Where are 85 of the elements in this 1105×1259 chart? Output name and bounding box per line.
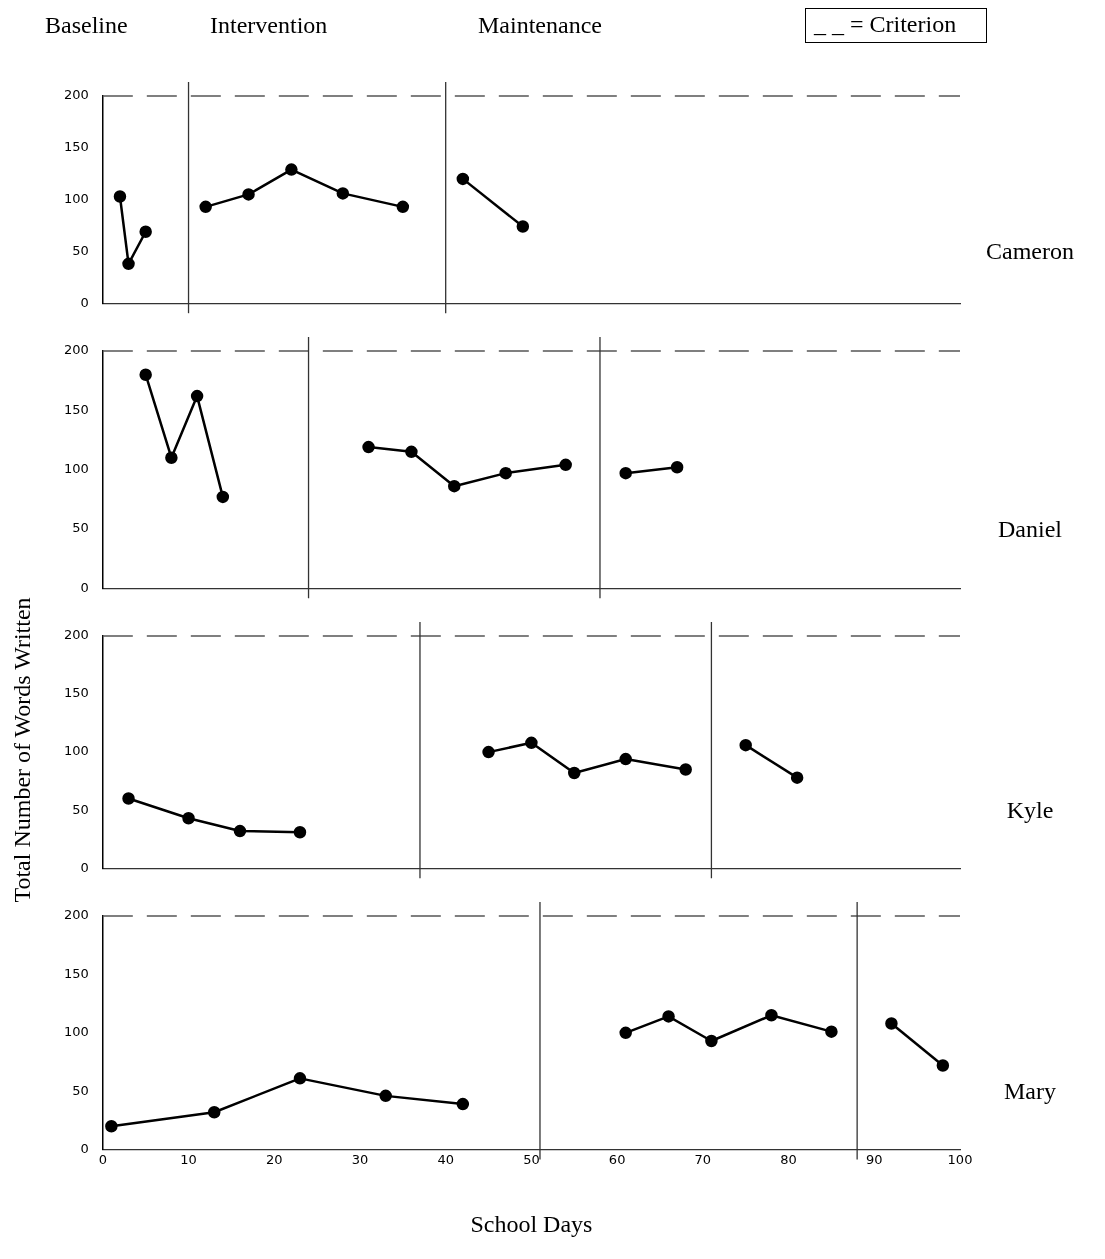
point: [885, 1017, 898, 1030]
point: [825, 1025, 838, 1038]
x-tick-label: 80: [780, 1151, 797, 1167]
point: [679, 763, 692, 776]
point: [619, 1026, 632, 1040]
x-tick-label: 90: [866, 1151, 883, 1167]
x-tick-label: 50: [523, 1151, 540, 1167]
y-tick-label: 100: [63, 460, 89, 476]
y-tick-label: 200: [63, 342, 89, 358]
y-axis-title: Total Number of Words Written: [8, 597, 36, 903]
y-tick-label: 150: [63, 965, 89, 981]
y-tick-label: 100: [63, 743, 89, 759]
y-tick-label: 0: [80, 1140, 89, 1156]
point: [559, 458, 572, 472]
point: [456, 1097, 470, 1111]
point: [122, 792, 135, 805]
text: Daniel: [998, 515, 1062, 543]
point: [448, 479, 461, 493]
y-tick-label: 50: [72, 801, 89, 817]
point: [499, 466, 512, 480]
point: [293, 825, 307, 839]
point: [208, 1105, 221, 1119]
point: [765, 1009, 778, 1022]
text: Mary: [1004, 1077, 1056, 1105]
y-tick-label: 0: [80, 294, 89, 310]
point: [456, 172, 470, 186]
x-tick-label: 100: [947, 1151, 973, 1167]
point: [396, 200, 410, 214]
point: [122, 257, 135, 271]
x-axis-title: School Days: [470, 1210, 593, 1237]
point: [285, 163, 298, 176]
point: [619, 466, 632, 480]
point: [362, 440, 375, 454]
y-tick-label: 0: [80, 859, 89, 875]
text: _ _ = Criterion: [805, 8, 988, 43]
point: [216, 490, 230, 504]
point: [105, 1119, 118, 1133]
point: [568, 766, 581, 780]
y-tick-label: 150: [63, 401, 89, 417]
point: [619, 752, 632, 766]
point: [936, 1059, 950, 1072]
point: [790, 771, 804, 784]
x-tick-label: 30: [351, 1151, 369, 1167]
y-tick-label: 200: [63, 627, 89, 643]
point: [165, 451, 178, 464]
y-tick-label: 150: [63, 685, 89, 701]
x-tick-label: 0: [98, 1151, 107, 1167]
y-tick-label: 50: [72, 520, 89, 536]
point: [379, 1089, 392, 1103]
point: [525, 736, 538, 750]
point: [139, 368, 152, 381]
point: [662, 1010, 675, 1023]
x-tick-label: 60: [608, 1151, 626, 1167]
y-tick-label: 150: [63, 139, 89, 155]
x-tick-label: 40: [437, 1151, 454, 1167]
point: [242, 188, 255, 201]
point: [182, 812, 195, 825]
point: [336, 187, 350, 200]
y-tick-label: 100: [63, 190, 89, 206]
point: [405, 445, 418, 459]
point: [482, 745, 495, 759]
x-tick-label: 20: [265, 1151, 283, 1167]
point: [199, 200, 212, 214]
point: [670, 460, 684, 474]
y-tick-label: 50: [72, 242, 89, 258]
point: [190, 389, 204, 403]
point: [293, 1072, 307, 1085]
text: Maintenance: [478, 12, 602, 39]
point: [139, 225, 152, 238]
text: Baseline: [45, 12, 128, 39]
y-tick-label: 200: [63, 87, 89, 103]
y-tick-label: 100: [63, 1024, 89, 1040]
y-tick-label: 200: [63, 907, 89, 923]
y-tick-label: 0: [80, 579, 89, 595]
point: [233, 824, 247, 838]
point: [113, 190, 127, 203]
text: Intervention: [210, 12, 328, 39]
point: [516, 220, 530, 233]
text: Kyle: [1006, 796, 1054, 824]
x-tick-label: 10: [180, 1151, 197, 1167]
point: [739, 738, 752, 752]
point: [705, 1034, 718, 1048]
x-tick-label: 70: [694, 1151, 712, 1167]
y-tick-label: 50: [72, 1082, 89, 1098]
text: Cameron: [986, 237, 1074, 265]
